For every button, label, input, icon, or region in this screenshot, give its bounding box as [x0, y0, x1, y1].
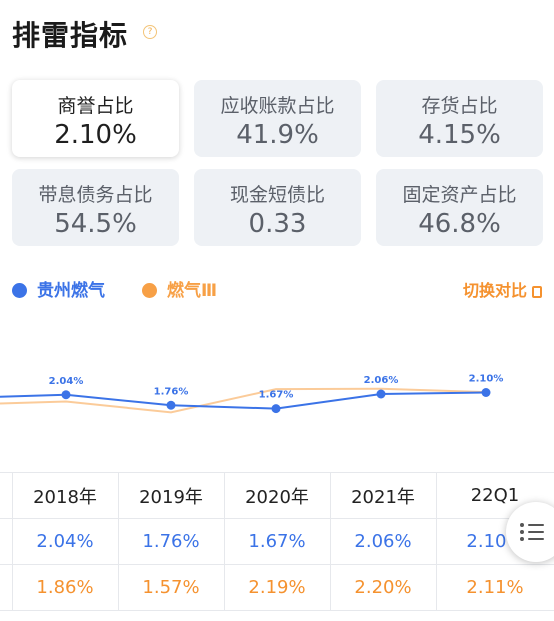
series-line-2 [0, 387, 487, 414]
table-cell: 2.06% [330, 518, 437, 565]
legend-label: 贵州燃气 [37, 281, 105, 301]
metric-label: 现金短债比 [229, 184, 325, 206]
table-header-cell: 2021年 [330, 472, 437, 519]
table-header-cell: 2018年 [12, 472, 119, 519]
table-cell: 2.04% [12, 518, 119, 565]
metric-card-goodwill[interactable]: 商誉占比 2.10% [12, 80, 179, 157]
table-cell: 1.76% [118, 518, 225, 565]
chart-legend: 贵州燃气 燃气Ⅲ 切换对比 [12, 280, 542, 304]
table-header-cell: 2020年 [224, 472, 331, 519]
metric-cards: 商誉占比 2.10% 应收账款占比 41.9% 存货占比 4.15% 带息债务占… [12, 80, 543, 248]
data-point [61, 390, 71, 400]
data-label: 1.76% [154, 386, 189, 397]
metric-label: 应收账款占比 [220, 95, 335, 117]
data-label: 2.04% [49, 376, 84, 387]
data-point [481, 388, 491, 397]
metric-card-cash-short-debt[interactable]: 现金短债比 0.33 [194, 169, 361, 246]
metric-label: 带息债务占比 [38, 184, 153, 206]
table-cell [0, 518, 13, 565]
data-point [166, 400, 176, 410]
metric-label: 商誉占比 [57, 95, 134, 117]
metric-value: 54.5% [54, 209, 137, 239]
metric-label: 固定资产占比 [402, 184, 517, 206]
data-label: 2.10% [469, 374, 504, 385]
metric-card-interest-debt[interactable]: 带息债务占比 54.5% [12, 169, 179, 246]
table-header-row: 2018年 2019年 2020年 2021年 22Q1 [0, 472, 554, 519]
metric-value: 0.33 [248, 209, 307, 239]
series-line-1 [0, 391, 487, 410]
data-point [376, 389, 386, 399]
table-header-cell: 2019年 [118, 472, 225, 519]
floating-menu-button[interactable] [506, 502, 554, 562]
data-point [271, 404, 281, 414]
legend-item-series2[interactable]: 燃气Ⅲ [142, 280, 217, 302]
switch-compare-label: 切换对比 [462, 281, 527, 300]
metric-value: 41.9% [236, 120, 319, 150]
table-row: 1.86% 1.57% 2.19% 2.20% 2.11% [0, 564, 554, 611]
metric-card-receivables[interactable]: 应收账款占比 41.9% [194, 80, 361, 157]
table-cell: 1.86% [12, 564, 119, 611]
table-cell: 1.57% [118, 564, 225, 611]
page-title: 排雷指标 [12, 19, 129, 52]
switch-compare-button[interactable]: 切换对比 [463, 280, 542, 302]
legend-dot-icon [142, 283, 157, 298]
table-row: 2.04% 1.76% 1.67% 2.06% 2.10% [0, 518, 554, 565]
legend-dot-icon [12, 283, 27, 298]
table-cell: 2.11% [436, 564, 554, 611]
table-cell: 2.19% [224, 564, 331, 611]
data-label: 1.67% [259, 390, 294, 401]
metric-label: 存货占比 [421, 95, 498, 117]
data-label: 2.06% [364, 375, 399, 386]
table-cell: 2.20% [330, 564, 437, 611]
metric-card-fixed-assets[interactable]: 固定资产占比 46.8% [376, 169, 543, 246]
metric-value: 2.10% [54, 120, 137, 150]
metric-value: 4.15% [418, 120, 501, 150]
line-chart: 2.04% 1.76% 1.67% 2.06% 2.10% [0, 374, 504, 414]
table-cell [0, 564, 13, 611]
legend-item-series1[interactable]: 贵州燃气 [12, 280, 105, 302]
table-cell [0, 472, 13, 519]
legend-label: 燃气Ⅲ [167, 281, 218, 301]
toggle-compare-icon [532, 286, 542, 298]
metric-value: 46.8% [418, 209, 501, 239]
question-circle-icon[interactable]: ? [143, 25, 157, 39]
table-cell: 1.67% [224, 518, 331, 565]
metric-card-inventory[interactable]: 存货占比 4.15% [376, 80, 543, 157]
data-table: 2018年 2019年 2020年 2021年 22Q1 2.04% 1.76%… [0, 472, 554, 611]
